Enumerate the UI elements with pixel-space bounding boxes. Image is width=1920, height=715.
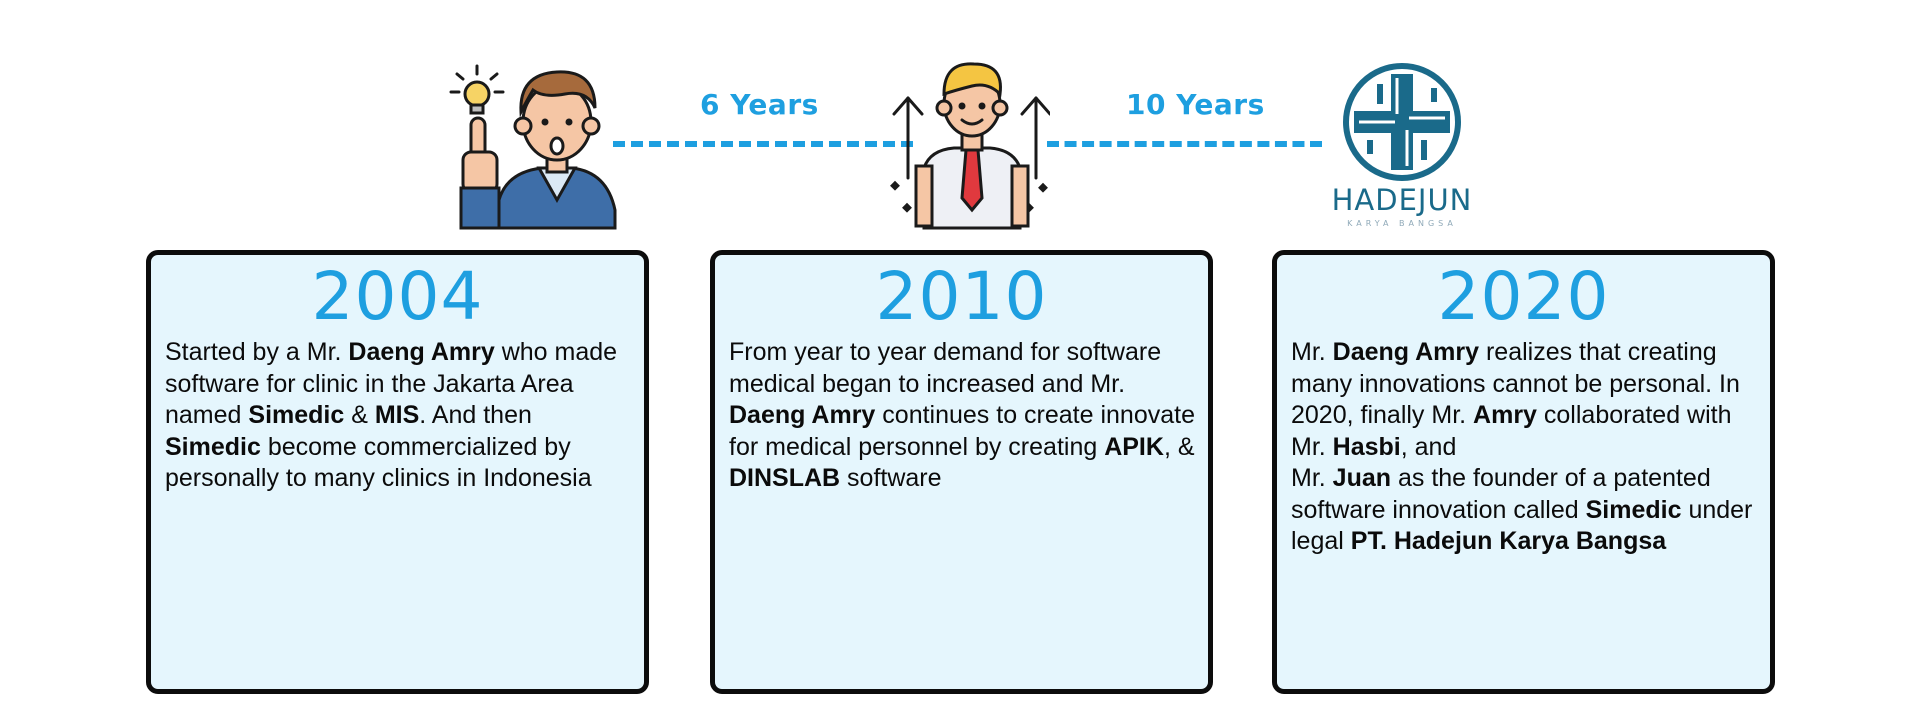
text-run: realizes that creating many innovations …: [1291, 338, 1740, 429]
text-run: &: [344, 401, 375, 429]
text-run: become commercialized by personally to m…: [165, 432, 592, 493]
timeline-card-2004: 2004 Started by a Mr. Daeng Amry who mad…: [146, 250, 649, 694]
bold-text: Daeng Amry: [1332, 338, 1480, 366]
card-year: 2010: [875, 258, 1048, 335]
text-run: continues to create innovate for medical…: [729, 401, 1195, 461]
text-run: collaborated with Mr.: [1291, 401, 1732, 461]
bold-text: PT. Hadejun Karya Bangsa: [1350, 527, 1667, 555]
bold-text: APIK: [1104, 432, 1164, 461]
logo-name: HADEJUN: [1332, 183, 1473, 217]
bold-text: Simedic: [165, 432, 261, 461]
bold-text: MIS: [374, 401, 420, 429]
gap-label-2: 10 Years: [1126, 88, 1265, 121]
text-run: Mr.: [1291, 464, 1333, 492]
text-run: who made software for clinic in the Jaka…: [165, 338, 618, 429]
text-run: software: [840, 464, 942, 492]
card-description: From year to year demand for software me…: [729, 337, 1198, 495]
text-run: . And then: [419, 401, 532, 429]
text-run: , &: [1163, 432, 1195, 461]
text-run: under legal: [1291, 495, 1753, 556]
text-run: , and: [1400, 432, 1457, 461]
text-run: Mr.: [1291, 338, 1333, 366]
text-run: as the founder of a patented software in…: [1291, 464, 1711, 524]
bold-text: Simedic: [248, 401, 345, 429]
hadejun-logo: HADEJUN KARYA BANGSA: [1325, 60, 1480, 235]
bold-text: DINSLAB: [729, 464, 841, 492]
timeline-card-2010: 2010 From year to year demand for softwa…: [710, 250, 1213, 694]
card-description: Mr. Daeng Amry realizes that creating ma…: [1291, 337, 1760, 558]
text-run: Started by a Mr.: [165, 338, 349, 366]
logo-tagline: KARYA BANGSA: [1347, 219, 1457, 228]
bold-text: Hasbi: [1332, 432, 1401, 461]
bold-text: Daeng Amry: [729, 401, 876, 429]
bold-text: Juan: [1332, 464, 1392, 492]
card-description: Started by a Mr. Daeng Amry who made sof…: [165, 337, 634, 495]
bold-text: Amry: [1473, 401, 1537, 429]
card-year: 2020: [1437, 258, 1610, 335]
text-run: From year to year demand for software me…: [729, 338, 1162, 398]
bold-text: Simedic: [1585, 495, 1682, 524]
timeline-connector-2: [1047, 141, 1322, 147]
card-year: 2004: [311, 258, 484, 335]
gap-label-1: 6 Years: [700, 88, 819, 121]
timeline-card-2020: 2020 Mr. Daeng Amry realizes that creati…: [1272, 250, 1775, 694]
idea-man-icon: [447, 60, 617, 230]
timeline-connector-1: [613, 141, 913, 147]
bold-text: Daeng Amry: [348, 338, 495, 366]
growth-man-icon: [880, 58, 1052, 230]
